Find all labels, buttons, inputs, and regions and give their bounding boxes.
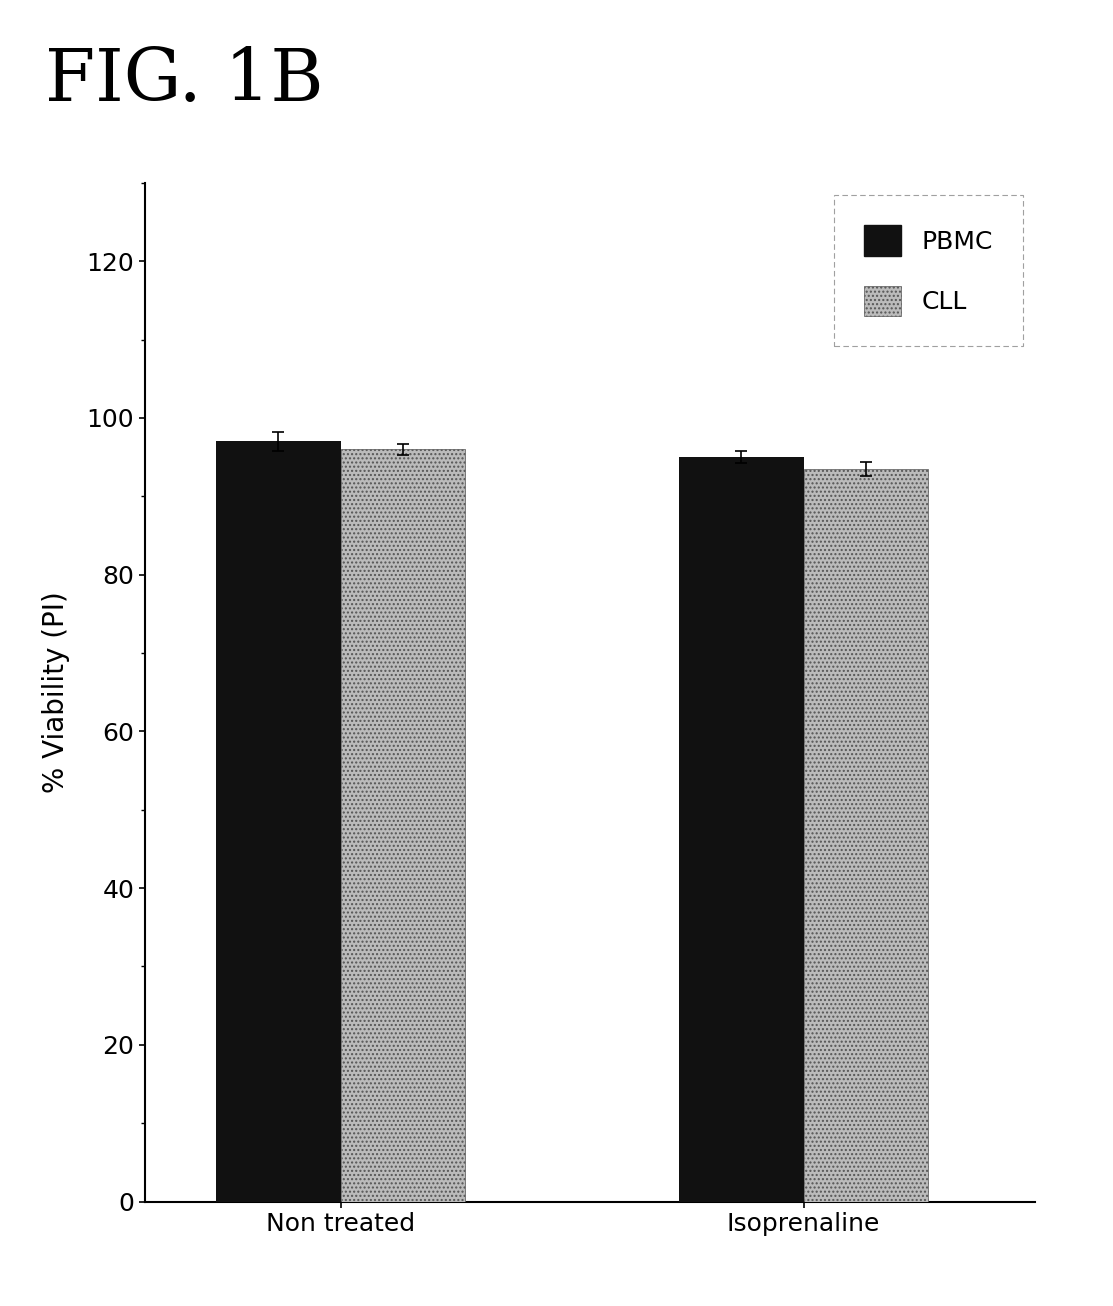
Bar (804, 469, 928, 1202)
Bar (216, 441, 341, 1202)
Legend: PBMC, CLL: PBMC, CLL (834, 196, 1023, 346)
Y-axis label: % Viability (PI): % Viability (PI) (42, 592, 70, 793)
Bar (679, 457, 804, 1202)
Bar (341, 449, 465, 1202)
Text: FIG. 1B: FIG. 1B (45, 46, 323, 116)
